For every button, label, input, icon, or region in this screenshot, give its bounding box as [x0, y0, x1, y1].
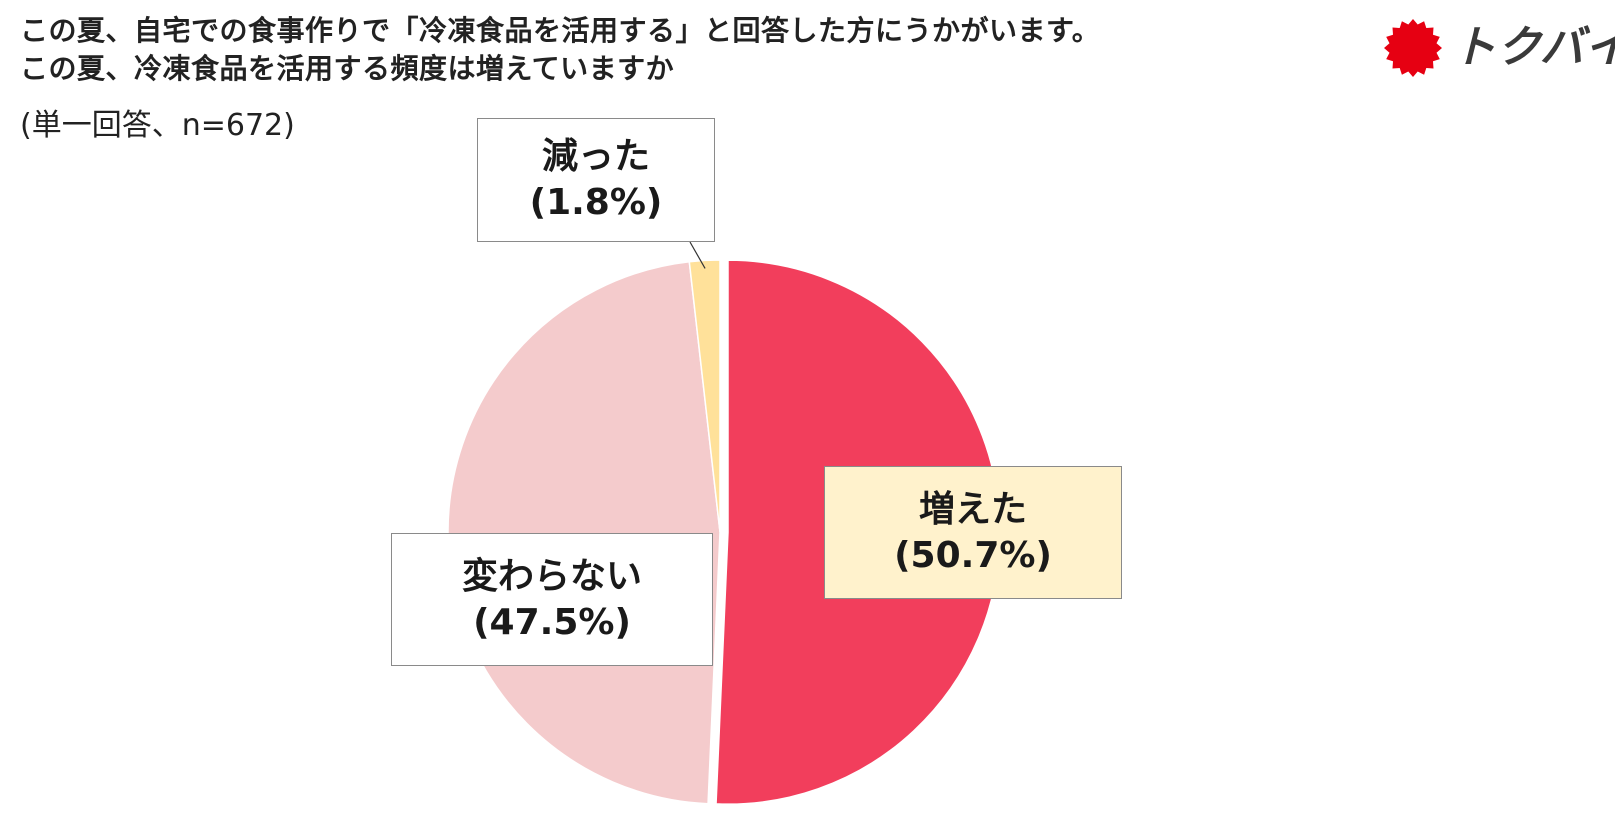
- data-label-increased: 増えた (50.7%): [824, 466, 1122, 599]
- data-label-decreased: 減った (1.8%): [477, 118, 715, 242]
- leader-line-decreased: [689, 241, 706, 269]
- chart-subtitle: (単一回答、n=672): [20, 108, 295, 143]
- data-label-unchanged: 変わらない (47.5%): [391, 533, 713, 666]
- data-label-unchanged-name: 変わらない: [461, 555, 642, 597]
- chart-title-line-1: この夏、自宅での食事作りで「冷凍食品を活用する」と回答した方にうかがいます。: [20, 14, 1101, 47]
- data-label-decreased-name: 減った: [541, 136, 650, 177]
- data-label-increased-pct: (50.7%): [894, 534, 1052, 576]
- data-label-decreased-pct: (1.8%): [529, 182, 663, 223]
- data-label-unchanged-pct: (47.5%): [473, 601, 631, 643]
- data-label-increased-name: 増えた: [918, 488, 1027, 530]
- chart-title-line-2: この夏、冷凍食品を活用する頻度は増えていますか: [20, 52, 675, 85]
- pie-slice-decreased: [688, 259, 721, 533]
- red-starburst-icon: [1384, 19, 1442, 77]
- tokubai-logo: トクバイ: [1380, 18, 1615, 78]
- logo-text: トクバイ: [1452, 22, 1615, 73]
